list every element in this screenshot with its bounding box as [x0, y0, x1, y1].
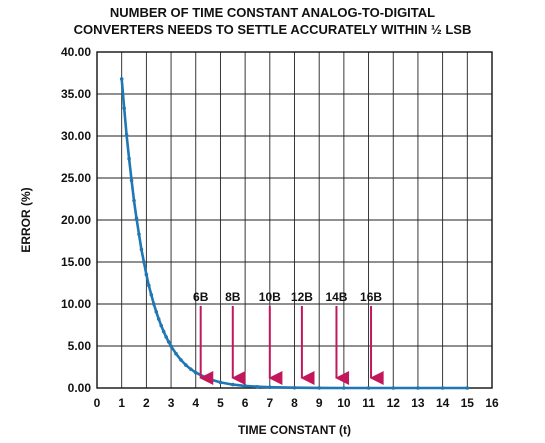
x-axis-label: TIME CONSTANT (t) — [238, 423, 351, 437]
x-tick-label: 4 — [192, 396, 199, 410]
data-point — [142, 260, 146, 264]
data-point — [255, 384, 260, 389]
x-tick-labels: 0 1 2 3 4 5 6 7 8 9 10 11 12 13 14 15 16 — [94, 396, 499, 410]
data-point — [151, 302, 156, 306]
data-point — [416, 386, 420, 390]
y-tick-label: 25.00 — [61, 171, 91, 185]
grid — [96, 51, 493, 389]
data-point — [159, 323, 163, 328]
data-point — [139, 247, 144, 252]
data-point — [127, 156, 131, 161]
y-tick-label: 10.00 — [61, 297, 91, 311]
x-tick-label: 14 — [436, 396, 450, 410]
annotation-label: 12B — [291, 290, 313, 304]
x-tick-label: 7 — [266, 396, 273, 410]
data-point — [154, 310, 159, 314]
chart-title-line1: NUMBER OF TIME CONSTANT ANALOG-TO-DIGITA… — [109, 5, 436, 20]
annotations-group: 6B 8B 10B 12B 14B 16B — [193, 290, 384, 385]
x-tick-label: 3 — [168, 396, 175, 410]
data-point — [119, 77, 124, 81]
data-point — [189, 367, 193, 371]
data-point — [218, 380, 223, 385]
data-point — [465, 386, 470, 390]
y-tick-label: 30.00 — [61, 129, 91, 143]
x-tick-label: 8 — [291, 396, 298, 410]
annotation-label: 16B — [360, 290, 382, 304]
data-point — [268, 385, 272, 390]
data-point — [179, 358, 183, 362]
data-point — [193, 370, 198, 375]
data-point — [164, 335, 168, 339]
data-point — [243, 384, 247, 388]
data-point — [230, 382, 235, 387]
x-tick-label: 16 — [485, 396, 499, 410]
x-tick-label: 0 — [94, 396, 101, 410]
x-tick-label: 6 — [242, 396, 249, 410]
data-point — [161, 329, 166, 334]
x-tick-label: 2 — [143, 396, 150, 410]
annotation-label: 10B — [259, 290, 281, 304]
x-tick-label: 15 — [461, 396, 475, 410]
x-tick-label: 13 — [411, 396, 425, 410]
data-point — [342, 386, 346, 390]
data-point — [137, 232, 141, 237]
data-point — [184, 363, 188, 367]
data-point — [134, 216, 139, 221]
data-point — [129, 178, 134, 183]
y-tick-label: 5.00 — [68, 339, 92, 353]
data-point — [147, 283, 151, 288]
data-point — [124, 133, 129, 137]
x-tick-label: 5 — [217, 396, 224, 410]
annotation-label: 8B — [225, 290, 241, 304]
series-line — [120, 78, 468, 390]
y-tick-label: 35.00 — [61, 87, 91, 101]
data-point — [144, 272, 149, 277]
y-tick-label: 40.00 — [61, 45, 91, 59]
data-point — [391, 386, 396, 390]
series-group — [119, 77, 470, 390]
data-point — [166, 340, 171, 344]
data-point — [317, 386, 321, 390]
data-point — [122, 106, 126, 111]
data-point — [206, 376, 210, 381]
data-point — [366, 386, 371, 390]
y-tick-label: 20.00 — [61, 213, 91, 227]
annotation-label: 6B — [193, 290, 209, 304]
data-point — [440, 386, 445, 390]
data-point — [292, 385, 297, 390]
x-tick-label: 10 — [337, 396, 351, 410]
x-tick-label: 12 — [387, 396, 401, 410]
data-point — [174, 351, 178, 356]
x-tick-label: 9 — [316, 396, 323, 410]
data-point — [169, 344, 173, 348]
data-point — [132, 198, 136, 203]
y-tick-label: 15.00 — [61, 255, 91, 269]
y-axis-label: ERROR (%) — [19, 187, 33, 252]
y-tick-label: 0.00 — [68, 381, 92, 395]
y-tick-labels: 0.00 5.00 10.00 15.00 20.00 25.00 30.00 35.00 40… — [61, 45, 91, 395]
chart-title: NUMBER OF TIME CONSTANT ANALOG-TO-DIGITA… — [0, 4, 545, 38]
data-point — [149, 292, 154, 297]
data-point — [156, 317, 161, 321]
annotation-label: 14B — [325, 290, 347, 304]
x-tick-label: 11 — [362, 396, 375, 410]
chart-title-line2: CONVERTERS NEEDS TO SETTLE ACCURATELY WI… — [73, 22, 472, 37]
x-tick-label: 1 — [118, 396, 125, 410]
